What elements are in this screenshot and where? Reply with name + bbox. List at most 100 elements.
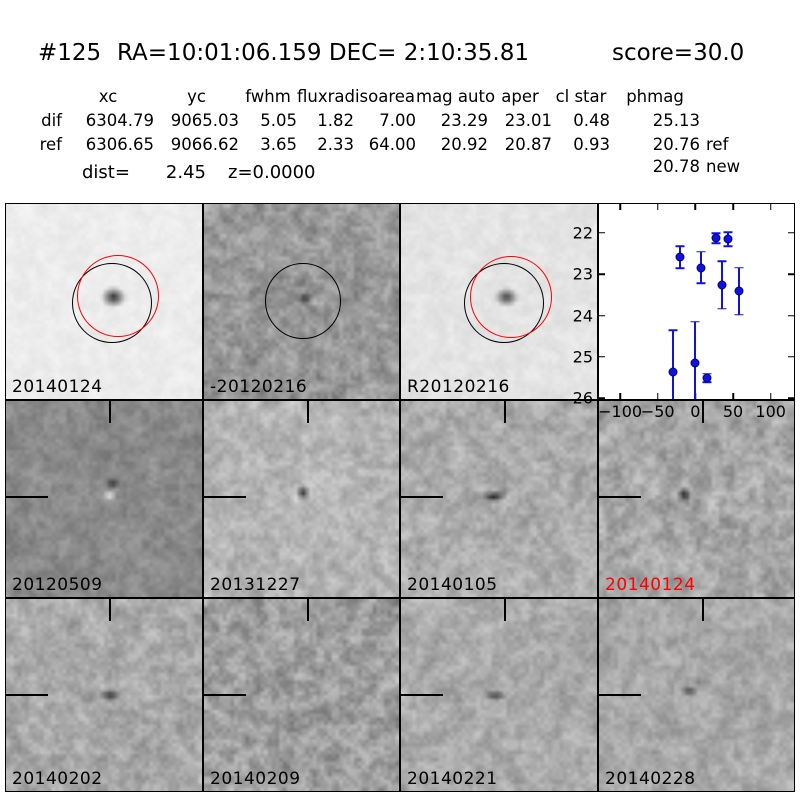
epoch-axis-tick-label: −100 bbox=[598, 402, 643, 421]
crosshair-tick-left bbox=[401, 694, 443, 696]
error-bar-cap bbox=[717, 260, 727, 262]
stamp-date-label: 20140209 bbox=[210, 769, 301, 789]
stamp-date-label: 20140105 bbox=[407, 575, 498, 595]
tick-mark bbox=[599, 314, 605, 317]
table-header-cell: yc bbox=[187, 87, 206, 106]
table-cell: 3.65 bbox=[260, 135, 297, 154]
phmag-new-value: 20.78 bbox=[652, 157, 700, 176]
stamp-date-label: 20140124 bbox=[605, 575, 696, 595]
crosshair-tick-left bbox=[599, 496, 641, 498]
image-stamp-panel: 20140124 bbox=[5, 203, 203, 400]
tick-mark bbox=[788, 232, 794, 234]
table-cell: 64.00 bbox=[368, 135, 416, 154]
table-header-cell: cl star bbox=[555, 87, 607, 106]
aperture-circle-red bbox=[470, 256, 552, 338]
stamp-image bbox=[401, 401, 597, 597]
aperture-circle-red bbox=[77, 255, 159, 337]
tick-mark bbox=[788, 314, 794, 317]
data-point bbox=[702, 373, 712, 383]
crosshair-tick-top bbox=[504, 401, 506, 423]
candidate-coordinates: RA=10:01:06.159 DEC= 2:10:35.81 bbox=[117, 40, 530, 66]
crosshair-tick-top bbox=[702, 599, 704, 621]
lightcurve-panel: −100 −50 0 50 100 22 23 24 25 26 bbox=[573, 203, 795, 421]
candidate-score: score=30.0 bbox=[612, 40, 745, 66]
image-stamp-panel: 20140105 bbox=[400, 400, 598, 598]
stamp-date-label: -20120216 bbox=[210, 377, 308, 397]
error-bar-cap bbox=[675, 267, 685, 270]
tick-mark bbox=[656, 204, 659, 210]
crosshair-tick-top bbox=[504, 599, 506, 621]
table-cell: 5.05 bbox=[260, 111, 297, 130]
data-point bbox=[723, 234, 733, 244]
epoch-axis-tick-label: −50 bbox=[640, 402, 675, 421]
image-stamp-panel: 20140228 bbox=[598, 598, 795, 792]
error-bar-cap bbox=[711, 242, 721, 244]
stamp-clip bbox=[204, 401, 399, 597]
epoch-axis-tick-label: 0 bbox=[690, 402, 701, 421]
stamp-clip bbox=[599, 401, 794, 597]
table-header-cell: fwhm bbox=[245, 87, 291, 106]
crosshair-tick-left bbox=[599, 694, 641, 696]
table-cell: 20.87 bbox=[504, 135, 552, 154]
crosshair-tick-left bbox=[6, 496, 48, 498]
table-cell: 0.93 bbox=[573, 135, 610, 154]
error-bar-cap bbox=[696, 282, 706, 285]
data-point bbox=[734, 286, 744, 296]
stamp-date-label: 20140202 bbox=[12, 769, 103, 789]
image-stamp-panel: -20120216 bbox=[203, 203, 400, 400]
crosshair-tick-left bbox=[6, 694, 48, 696]
error-bar-cap bbox=[717, 308, 727, 310]
stamp-date-label: 20140228 bbox=[605, 769, 696, 789]
magnitude-axis-tick-label: 26 bbox=[572, 388, 593, 408]
epoch-axis-tick-label: 50 bbox=[722, 402, 744, 421]
image-stamp-panel: 20120509 bbox=[5, 400, 203, 598]
table-header-cell bbox=[700, 85, 750, 109]
tick-mark bbox=[788, 397, 794, 399]
crosshair-tick-top bbox=[307, 401, 309, 423]
dist-label: dist= bbox=[82, 162, 130, 183]
tick-mark bbox=[619, 393, 621, 399]
crosshair-tick-top bbox=[109, 599, 111, 621]
data-point bbox=[711, 233, 721, 243]
stamp-image bbox=[599, 401, 794, 597]
table-cell: 23.29 bbox=[440, 111, 488, 130]
table-cell: 23.01 bbox=[504, 111, 552, 130]
photometry-table: xc yc fwhm fluxrad isoarea mag auto aper cl sta… bbox=[22, 85, 750, 157]
data-point bbox=[690, 358, 700, 368]
table-cell: 7.00 bbox=[379, 111, 416, 130]
table-header-cell: phmag bbox=[626, 87, 684, 106]
error-bar-cap bbox=[723, 245, 733, 247]
error-bar-cap bbox=[675, 245, 685, 247]
tick-mark bbox=[788, 356, 794, 358]
candidate-id: #125 bbox=[38, 40, 102, 66]
error-bar-cap bbox=[668, 329, 678, 332]
table-cell: 2.33 bbox=[317, 135, 354, 154]
data-point bbox=[668, 367, 678, 377]
lightcurve-plot: −100 −50 0 50 100 22 23 24 25 26 bbox=[573, 204, 794, 421]
epoch-axis-tick-label: 100 bbox=[755, 402, 786, 421]
row-label: ref bbox=[39, 135, 62, 154]
table-row: dif 6304.79 9065.03 5.05 1.82 7.00 23.29 23.01 0… bbox=[22, 109, 750, 133]
image-stamp-panel: 20140124 bbox=[598, 400, 795, 598]
magnitude-axis-tick-label: 23 bbox=[572, 264, 593, 284]
error-bar-cap bbox=[734, 313, 744, 316]
tick-mark bbox=[599, 356, 605, 358]
table-cell: 9065.03 bbox=[170, 111, 239, 130]
row-label: dif bbox=[41, 111, 62, 130]
redshift-value: z=0.0000 bbox=[228, 162, 316, 183]
stamp-image bbox=[6, 401, 202, 597]
tick-mark bbox=[694, 204, 697, 210]
image-stamp-panel: 20131227 bbox=[203, 400, 400, 598]
image-stamp-panel: 20140209 bbox=[203, 598, 400, 792]
tick-mark bbox=[619, 204, 621, 210]
table-header-cell bbox=[22, 85, 62, 109]
page-title: #125 RA=10:01:06.159 DEC= 2:10:35.81 sco… bbox=[0, 40, 800, 70]
tick-mark bbox=[788, 273, 794, 275]
plot-clip-region bbox=[599, 204, 794, 399]
error-bar-cap bbox=[723, 231, 733, 233]
table-cell: 20.92 bbox=[440, 135, 488, 154]
table-row: ref 6306.65 9066.62 3.65 2.33 64.00 20.92 20.87… bbox=[22, 133, 750, 157]
table-header-cell: isoarea bbox=[354, 87, 416, 106]
image-stamp-panel: 20140221 bbox=[400, 598, 598, 792]
